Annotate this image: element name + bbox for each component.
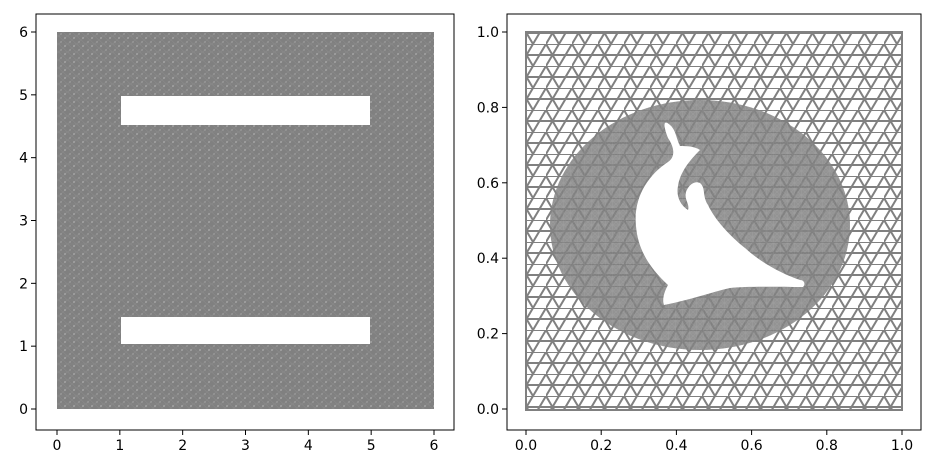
right-x-axis: 0.0 0.2 0.4 0.6 0.8 1.0 xyxy=(515,430,913,454)
x-tick-label: 3 xyxy=(241,438,250,454)
y-tick-label: 3 xyxy=(19,214,28,230)
x-tick-label: 6 xyxy=(430,438,439,454)
left-hole-top xyxy=(121,96,370,125)
x-tick-label: 0.0 xyxy=(515,438,537,454)
x-tick-label: 5 xyxy=(367,438,376,454)
y-tick-label: 5 xyxy=(19,88,28,104)
x-tick-label: 4 xyxy=(304,438,313,454)
y-tick-label: 0.4 xyxy=(477,251,499,267)
left-panel: 0 1 2 3 4 5 6 0 1 2 3 4 5 6 xyxy=(19,13,455,454)
right-panel: 0.0 0.2 0.4 0.6 0.8 1.0 0.0 0.2 0.4 0.6 0.8 1.0 xyxy=(477,13,922,454)
y-tick-label: 0.2 xyxy=(477,327,499,343)
y-tick-label: 2 xyxy=(19,276,28,292)
x-tick-label: 1 xyxy=(115,438,124,454)
y-tick-label: 0.0 xyxy=(477,402,499,418)
left-y-axis: 0 1 2 3 4 5 6 xyxy=(19,25,36,418)
x-tick-label: 0.4 xyxy=(665,438,687,454)
y-tick-label: 1.0 xyxy=(477,25,499,41)
x-tick-label: 0.2 xyxy=(590,438,612,454)
y-tick-label: 6 xyxy=(19,25,28,41)
x-tick-label: 0.8 xyxy=(816,438,838,454)
y-tick-label: 1 xyxy=(19,339,28,355)
dolphin-hole xyxy=(635,122,805,305)
y-tick-label: 0 xyxy=(19,402,28,418)
y-tick-label: 4 xyxy=(19,151,28,167)
x-tick-label: 2 xyxy=(178,438,187,454)
x-tick-label: 0.6 xyxy=(740,438,762,454)
left-x-axis: 0 1 2 3 4 5 6 xyxy=(53,430,439,454)
right-y-axis: 0.0 0.2 0.4 0.6 0.8 1.0 xyxy=(477,25,507,418)
left-hole-bottom xyxy=(121,317,370,344)
left-mesh-domain xyxy=(57,32,434,409)
y-tick-label: 0.8 xyxy=(477,100,499,116)
x-tick-label: 1.0 xyxy=(891,438,913,454)
y-tick-label: 0.6 xyxy=(477,176,499,192)
x-tick-label: 0 xyxy=(53,438,62,454)
